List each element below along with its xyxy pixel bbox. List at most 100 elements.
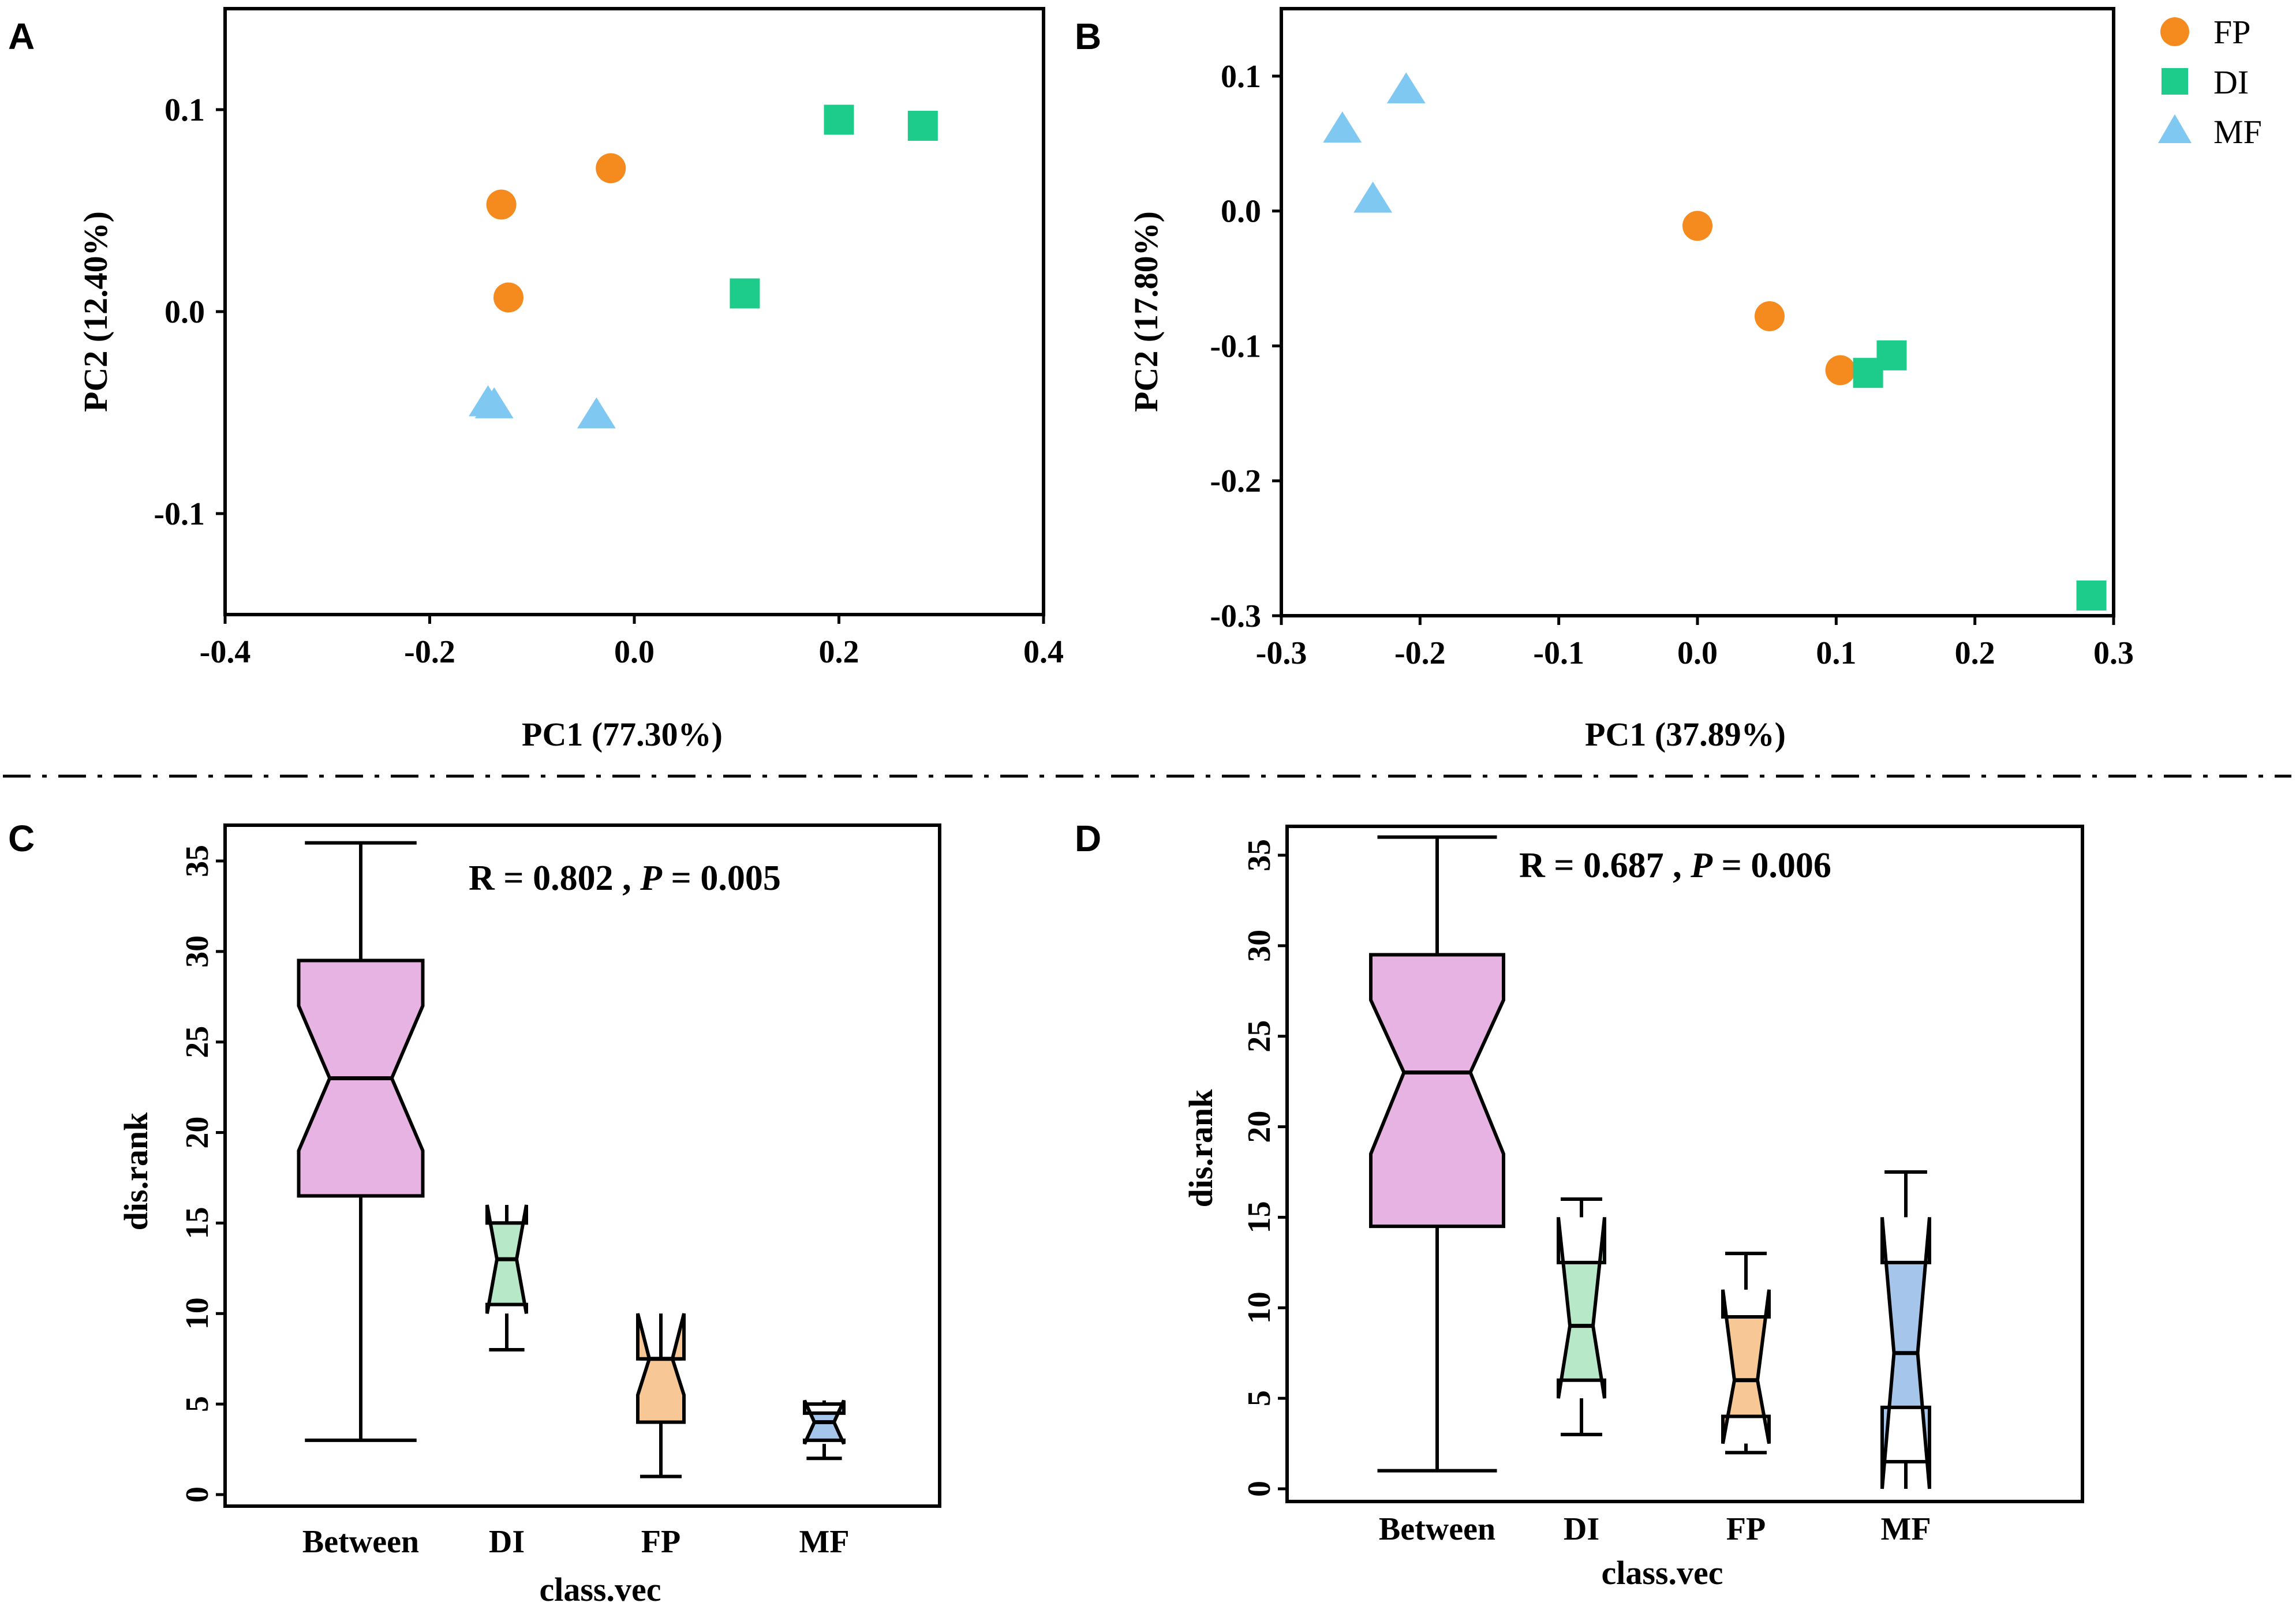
panel-d-box-fp: [1721, 1289, 1771, 1444]
panel-b-point-di: [2076, 580, 2107, 611]
panel-b-y-tick-label: -0.3: [1210, 598, 1261, 634]
panel-c-plot-frame: [223, 823, 941, 1508]
panel-b-scatter: -0.3 -0.2 -0.1 0.0 0.1 0.2 0.3 0.1 0.0 -0.1 -0.2 -…: [1127, 7, 2134, 753]
panel-d-p-value: 0.006: [1751, 846, 1831, 885]
panel-b-x-tick-label: 0.3: [2093, 635, 2134, 671]
panel-b-point-mf: [1323, 111, 1362, 143]
panel-d-x-tick-label-between: Between: [1379, 1511, 1495, 1547]
panel-c-y-tick-label: 35: [180, 845, 215, 877]
panel-c-y-tick-label: 25: [180, 1026, 215, 1058]
panel-d-p-eq: =: [1712, 846, 1751, 885]
panel-d-sep: ,: [1664, 846, 1691, 885]
panel-b-point-di: [1853, 358, 1883, 388]
panel-c-y-tick-label: 20: [180, 1117, 215, 1149]
panel-c-x-tick-label-di: DI: [489, 1524, 525, 1560]
panel-d-y-tick-label: 10: [1242, 1291, 1277, 1324]
panel-a-x-tick-label: 0.2: [819, 634, 859, 670]
panel-b-x-tick-label: 0.2: [1955, 635, 1995, 671]
panel-a-point-mf: [577, 397, 616, 429]
panel-d-y-axis-title: dis.rank: [1182, 1089, 1220, 1207]
panel-c-p-value: 0.005: [700, 859, 781, 898]
panel-b-point-fp: [1682, 211, 1712, 241]
panel-b-point-mf: [1386, 72, 1426, 104]
panel-b-point-mf: [1353, 181, 1393, 213]
panel-d-y-tick-label: 15: [1242, 1201, 1277, 1233]
panel-b-y-tick-label: -0.1: [1210, 328, 1261, 364]
panel-c-y-tick-label: 0: [180, 1487, 215, 1503]
panel-d-x-tick-label-fp: FP: [1726, 1511, 1766, 1547]
panel-letter-d: D: [1075, 818, 1101, 859]
panel-a-plot-frame: [223, 7, 1045, 616]
panel-a-point-di: [907, 111, 938, 141]
panel-c-p-label: P: [640, 859, 663, 898]
panel-a-x-tick-label: 0.4: [1023, 634, 1064, 670]
panel-a-x-tick-label: -0.4: [200, 634, 251, 670]
panel-b-x-tick-label: -0.1: [1533, 635, 1584, 671]
panel-letter-c: C: [8, 818, 35, 859]
panel-d-r-label: R =: [1519, 846, 1583, 885]
panel-a-point-di: [824, 104, 854, 135]
panel-c-y-axis-title: dis.rank: [117, 1112, 155, 1230]
panel-b-x-tick-label: -0.2: [1394, 635, 1446, 671]
panel-b-x-axis-title: PC1 (37.89%): [1585, 716, 1786, 753]
panel-a-point-mf: [474, 387, 514, 418]
panel-c-y-tick-label: 30: [180, 935, 215, 968]
panel-letter-b: B: [1075, 16, 1101, 57]
legend-mf-label: MF: [2213, 113, 2262, 151]
panel-a-y-tick-label: 0.1: [164, 92, 205, 128]
panel-d-plot-frame: [1285, 825, 2084, 1503]
panel-c-box-fp: [636, 1313, 686, 1424]
panel-c-r-label: R =: [469, 859, 533, 898]
panel-b-point-fp: [1754, 301, 1785, 332]
panel-d-box-di: [1557, 1217, 1606, 1399]
panel-letter-a: A: [8, 16, 35, 57]
panel-d-y-tick-label: 25: [1242, 1020, 1277, 1053]
panel-b-point-fp: [1825, 355, 1856, 385]
panel-d-y-tick-label: 0: [1242, 1481, 1277, 1497]
panel-a-point-fp: [596, 153, 626, 184]
panel-d-box-between: [1369, 953, 1505, 1229]
legend-di-label: DI: [2213, 63, 2249, 101]
panel-d-y-tick-label: 35: [1242, 839, 1277, 871]
panel-c-y-tick-label: 15: [180, 1207, 215, 1239]
panel-c-x-tick-label-mf: MF: [799, 1524, 849, 1560]
panel-d-y-tick-label: 5: [1242, 1390, 1277, 1406]
legend: FP DI MF: [2158, 13, 2262, 151]
legend-di-marker: [2162, 68, 2188, 95]
panel-a-x-tick-label: 0.0: [614, 634, 655, 670]
panel-d-x-tick-label-mf: MF: [1880, 1511, 1931, 1547]
panel-d-x-tick-label-di: DI: [1564, 1511, 1599, 1547]
panel-a-point-fp: [486, 189, 517, 220]
panel-c-x-axis-title: class.vec: [540, 1571, 661, 1608]
panel-c-x-tick-label-fp: FP: [641, 1524, 680, 1560]
panel-b-x-tick-label: 0.0: [1677, 635, 1718, 671]
panel-d-r-value: 0.687: [1583, 846, 1664, 885]
panel-d-boxplot: R = 0.687 , P = 0.006 0 5 10 15 20 25 30 35 Bet…: [1182, 825, 2084, 1592]
panel-d-p-label: P: [1690, 846, 1713, 885]
legend-mf-marker: [2158, 114, 2192, 143]
panel-d-y-tick-label: 20: [1242, 1111, 1277, 1143]
panel-a-y-axis-title: PC2 (12.40%): [77, 211, 114, 412]
panel-c-y-tick-label: 10: [180, 1297, 215, 1330]
panel-a-point-fp: [493, 282, 523, 313]
panel-a-y-tick-label: -0.1: [154, 496, 205, 532]
panel-d-x-axis-title: class.vec: [1602, 1554, 1723, 1592]
legend-fp-marker: [2160, 17, 2189, 46]
panel-a-x-axis-title: PC1 (77.30%): [522, 716, 723, 753]
panel-c-stat-annotation: R = 0.802 , P = 0.005: [469, 859, 781, 898]
panel-a-point-di: [730, 278, 760, 309]
panel-b-y-axis-title: PC2 (17.80%): [1127, 211, 1165, 412]
panel-a-x-tick-label: -0.2: [404, 634, 455, 670]
panel-c-r-value: 0.802: [533, 859, 614, 898]
panel-c-boxplot: R = 0.802 , P = 0.005 0 5 10 15 20 25 30 35 Bet…: [117, 823, 941, 1608]
legend-fp-label: FP: [2213, 13, 2251, 51]
panel-b-y-tick-label: 0.1: [1221, 59, 1261, 95]
panel-b-y-tick-label: -0.2: [1210, 463, 1261, 499]
panel-d-stat-annotation: R = 0.687 , P = 0.006: [1519, 846, 1831, 885]
panel-b-x-tick-label: -0.3: [1256, 635, 1307, 671]
panel-a-scatter: -0.4 -0.2 0.0 0.2 0.4 0.1 0.0 -0.1 PC1 (77.30%…: [77, 7, 1064, 753]
panel-a-y-tick-label: 0.0: [164, 294, 205, 330]
panel-c-x-tick-label-between: Between: [302, 1524, 419, 1560]
panel-b-x-tick-label: 0.1: [1816, 635, 1856, 671]
